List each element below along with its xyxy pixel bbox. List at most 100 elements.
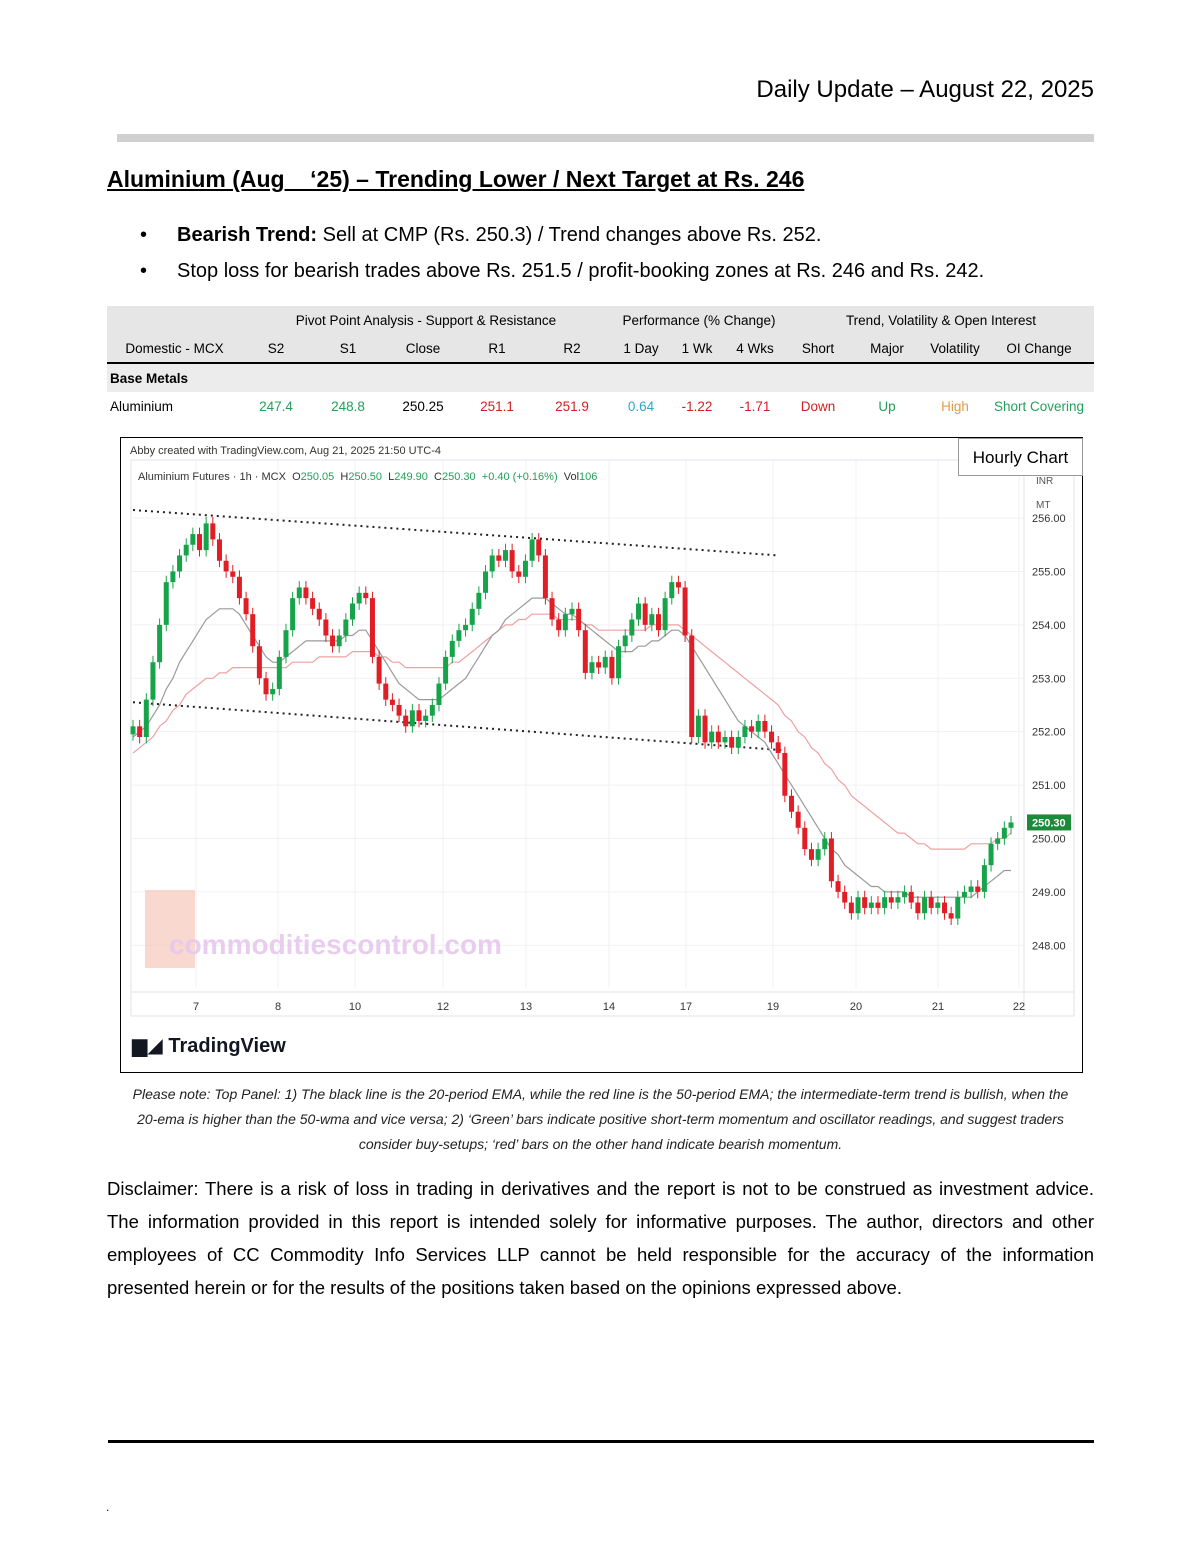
candle-body [150, 662, 156, 700]
candle-body [263, 678, 269, 695]
candle-body [522, 560, 528, 577]
price-chart: 256.00 255.00 254.00 253.00 252.00 251.00 250.… [130, 459, 1075, 1017]
candle-body [236, 576, 242, 599]
candle-body [602, 656, 608, 668]
col-header: Close [386, 334, 460, 364]
cell-s1: 248.8 [331, 398, 365, 414]
candle-body [203, 523, 209, 551]
candle-body [216, 539, 222, 561]
plot-area [130, 459, 1075, 1017]
y-tick-label: 253.00 [1032, 673, 1066, 685]
candle-body [210, 523, 216, 540]
candle-body [256, 646, 262, 679]
x-tick-label: 10 [349, 1001, 361, 1013]
candle-body [908, 891, 914, 903]
candle-body [922, 897, 928, 914]
candle-body [795, 811, 801, 828]
note-line: 20-ema is higher than the 50-wma and vic… [137, 1111, 1064, 1127]
col-header: S1 [310, 334, 386, 364]
bullet-item: Stop loss for bearish trades above Rs. 2… [140, 256, 984, 292]
candle-body [576, 608, 582, 631]
candle-body [782, 753, 788, 796]
candle-body [1008, 822, 1014, 828]
candle-body [662, 598, 668, 631]
col-header: 4 Wks [722, 334, 788, 364]
candle-body [163, 582, 169, 625]
candle-body [343, 619, 349, 636]
candle-body [509, 550, 515, 572]
candle-body [270, 688, 276, 695]
y-tick-label: 255.00 [1032, 566, 1066, 578]
candle-body [463, 624, 469, 631]
candle-body [749, 726, 755, 732]
candle-body [655, 614, 661, 631]
candle-body [363, 592, 369, 599]
candle-body [483, 571, 489, 593]
tradingview-icon: ▆◢ [132, 1033, 163, 1057]
candle-body [456, 630, 462, 641]
cell-commodity: Aluminium [110, 398, 174, 414]
y-tick-label: 254.00 [1032, 620, 1066, 632]
candle-body [183, 544, 189, 556]
candle-body [529, 539, 535, 561]
col-header: R2 [534, 334, 610, 364]
candle-body [915, 902, 921, 914]
candle-body [449, 640, 455, 657]
cell-r1: 251.1 [480, 398, 514, 414]
candle-body [709, 731, 715, 743]
footer-divider [108, 1440, 1094, 1443]
legend-change: +0.40 (+0.16%) [481, 471, 558, 483]
candle-body [330, 635, 336, 647]
category-label: Base Metals [107, 363, 1094, 392]
candle-body [609, 656, 615, 679]
candle-body [296, 587, 302, 599]
candle-body [396, 704, 402, 716]
note-line: Please note: Top Panel: 1) The black lin… [132, 1086, 1069, 1102]
group-pivot: Pivot Point Analysis - Support & Resista… [242, 306, 610, 334]
candle-body [429, 704, 435, 716]
candle-body [516, 571, 522, 577]
candle-body [882, 897, 888, 908]
candle-body [948, 913, 954, 919]
y-tick-label: 250.00 [1032, 833, 1066, 845]
col-header: Short [788, 334, 848, 364]
last-price-badge [1027, 814, 1071, 831]
candle-body [981, 865, 987, 892]
x-tick-label: 22 [1013, 1001, 1025, 1013]
candle-body [895, 897, 901, 903]
watermark-text: commoditiescontrol.com [169, 929, 502, 960]
candle-body [616, 646, 622, 679]
candle-body [636, 603, 642, 620]
candle-body [170, 571, 176, 583]
hourly-chart-badge: Hourly Chart [958, 438, 1083, 476]
candle-body [755, 720, 761, 732]
x-tick-label: 13 [520, 1001, 532, 1013]
candle-body [476, 592, 482, 609]
x-tick-label: 17 [680, 1001, 692, 1013]
candle-body [556, 619, 562, 631]
candle-body [143, 699, 149, 737]
y-tick-label: 252.00 [1032, 727, 1066, 739]
candle-body [316, 608, 322, 620]
candle-body [762, 720, 768, 732]
candle-body [157, 624, 163, 663]
candle-body [935, 902, 941, 908]
candle-body [190, 534, 196, 545]
candle-body [223, 560, 229, 572]
candle-body [842, 891, 848, 903]
candle-body [995, 838, 1001, 844]
candle-body [815, 849, 821, 860]
legend-vol-label: Vol [563, 471, 580, 483]
candle-body [443, 656, 449, 684]
axis-unit-label: MT [1036, 500, 1050, 511]
candle-body [416, 710, 422, 721]
col-header: Domestic - MCX [107, 334, 242, 364]
candle-body [888, 897, 894, 903]
bullet-text: Stop loss for bearish trades above Rs. 2… [177, 260, 985, 282]
candle-body [1001, 827, 1007, 839]
candle-body [376, 656, 382, 684]
x-tick-label: 7 [193, 1001, 199, 1013]
last-price-label: 250.30 [1032, 817, 1066, 829]
candle-body [961, 891, 967, 898]
cell-close: 250.25 [402, 398, 444, 414]
